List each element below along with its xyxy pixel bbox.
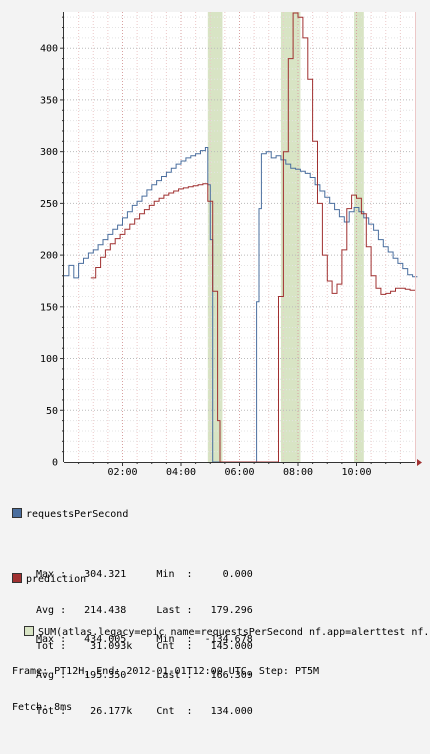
legend-signal: SUM(atlas.legacy=epic name=requestsPerSe…	[12, 614, 430, 639]
legend-name-prediction: prediction	[26, 574, 87, 585]
x-tick-label: 10:00	[341, 467, 371, 478]
axis-layer: 02:00 04:00 06:00 08:00 10:00 0 50 100 150 200 250…	[40, 12, 422, 478]
highlight-band	[354, 12, 364, 462]
y-tick-label: 150	[40, 302, 58, 313]
y-tick-label: 350	[40, 95, 58, 106]
y-tick-label: 200	[40, 251, 58, 262]
x-tick-label: 08:00	[283, 467, 313, 478]
x-tick-label: 04:00	[166, 467, 196, 478]
x-axis-arrow-icon	[417, 459, 422, 466]
highlight-band	[207, 12, 223, 462]
series-line-requests	[64, 147, 418, 463]
footer-fetch: Fetch: 8ms	[12, 702, 73, 713]
highlight-band	[280, 12, 301, 462]
y-tick-label: 50	[46, 406, 58, 417]
x-tick-label: 02:00	[107, 467, 137, 478]
footer-frame: Frame: PT12H, End: 2012-01-01T12:00 UTC,…	[12, 666, 320, 677]
legend-stat-row: Max : 304.321 Min : 0.000	[36, 569, 253, 580]
legend-swatch-prediction	[12, 573, 22, 583]
legend-signal-label: SUM(atlas.legacy=epic name=requestsPerSe…	[38, 627, 430, 638]
x-tick-label: 06:00	[224, 467, 254, 478]
y-tick-label: 250	[40, 199, 58, 210]
legend-requests: requestsPerSecond Max : 304.321 Min : 0.…	[12, 484, 253, 689]
y-tick-label: 400	[40, 44, 58, 55]
legend-stat-row: Max : 434.005 Min : -134.678	[36, 634, 253, 645]
y-tick-label: 300	[40, 147, 58, 158]
y-tick-label: 100	[40, 354, 58, 365]
highlight-layer	[207, 12, 364, 462]
chart-plot: 02:00 04:00 06:00 08:00 10:00 0 50 100 150 200 250…	[40, 12, 422, 478]
chart-footer: Frame: PT12H, End: 2012-01-01T12:00 UTC,…	[12, 642, 319, 726]
legend-stat-row: Tot : 31.093k Cnt : 145.000	[36, 641, 253, 652]
y-tick-label: 0	[52, 458, 58, 469]
legend-name-requests: requestsPerSecond	[26, 509, 129, 520]
legend-swatch-requests	[12, 508, 22, 518]
legend-swatch-signal	[24, 626, 35, 636]
legend-stat-row: Avg : 214.438 Last : 179.296	[36, 605, 253, 616]
